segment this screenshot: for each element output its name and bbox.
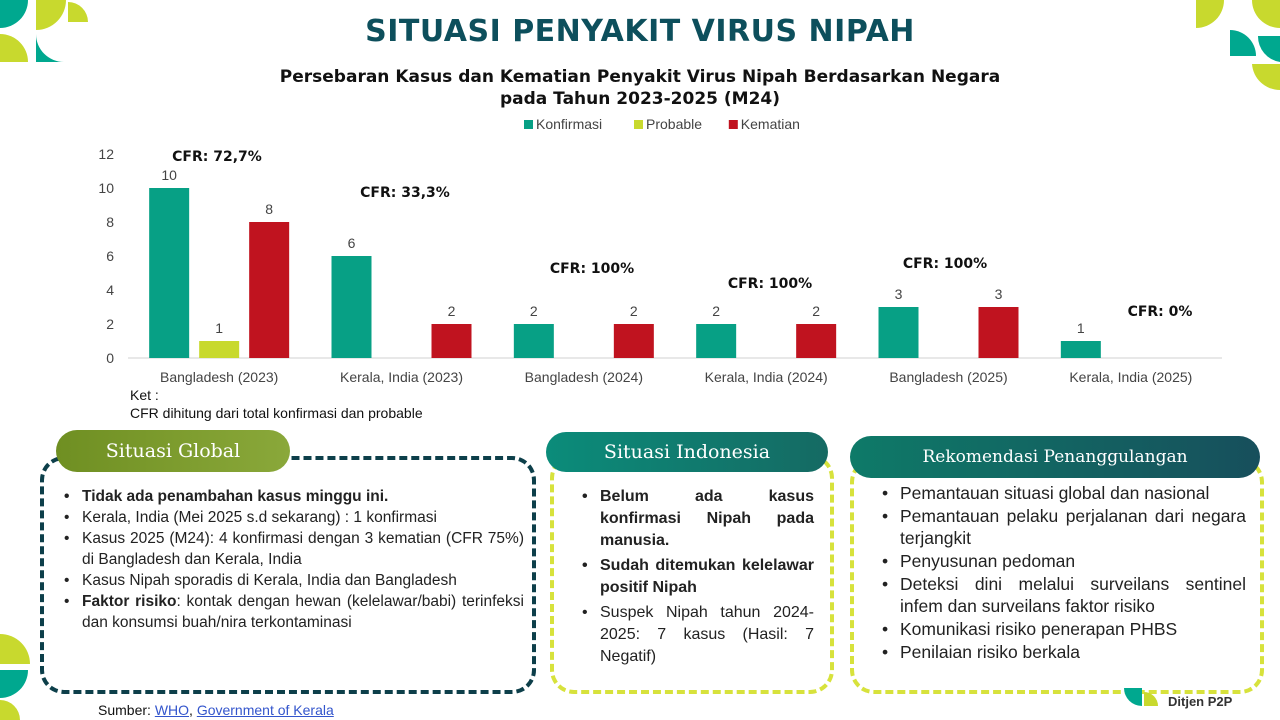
recommendation-item-6: Penilaian risiko berkala [878,641,1246,663]
bar-konfirmasi [513,324,554,358]
recommendation-list: Pemantauan situasi global dan nasional P… [878,482,1246,664]
data-label-kematian: 3 [995,286,1003,302]
page-title: SITUASI PENYAKIT VIRUS NIPAH [365,14,915,49]
recommendation-header: Rekomendasi Penanggulangan [850,436,1260,478]
data-label-konfirmasi: 10 [161,167,177,183]
data-label-kematian: 2 [630,303,638,319]
y-tick-label: 8 [106,214,114,230]
x-tick-label: Kerala, India (2024) [705,369,828,385]
x-tick-label: Kerala, India (2025) [1069,369,1192,385]
legend-swatch-probable [634,120,643,129]
bar-konfirmasi [1060,341,1101,358]
legend-label-probable: Probable [646,116,702,132]
y-tick-label: 4 [106,282,114,298]
global-item-1: Tidak ada penambahan kasus minggu ini. [60,486,524,507]
legend-label-konfirmasi: Konfirmasi [536,116,602,132]
cfr-annotation: CFR: 72,7% [172,149,262,165]
bar-konfirmasi [696,324,737,358]
global-situation-header: Situasi Global [56,430,290,472]
source-note: Sumber: WHO, Government of Kerala [98,702,334,718]
data-label-konfirmasi: 2 [530,303,538,319]
recommendation-item-1: Pemantauan situasi global dan nasional [878,482,1246,504]
legend-swatch-kematian [728,120,738,129]
cfr-annotation: CFR: 100% [728,276,812,292]
corner-decoration-top-right [1196,0,1280,90]
bar-kematian [249,222,290,358]
legend-label-kematian: Kematian [741,116,800,132]
global-item-5: Faktor risiko: kontak dengan hewan (kele… [60,591,524,633]
source-label: Sumber: [98,702,151,718]
y-tick-label: 10 [98,180,114,196]
bar-konfirmasi [149,188,190,358]
bar-kematian [431,324,472,358]
corner-decoration-top-left [0,0,88,62]
x-tick-label: Bangladesh (2023) [160,369,278,385]
y-tick-label: 0 [106,350,114,366]
legend-swatch-konfirmasi [524,120,533,129]
source-separator: , [189,702,193,718]
recommendation-item-2: Pemantauan pelaku perjalanan dari negara… [878,505,1246,549]
data-label-kematian: 2 [448,303,456,319]
indonesia-situation-header: Situasi Indonesia [546,432,828,472]
chart-subtitle-line-2: pada Tahun 2023-2025 (M24) [499,89,781,109]
cfr-annotation: CFR: 0% [1128,304,1193,320]
data-label-kematian: 2 [812,303,820,319]
x-tick-label: Kerala, India (2023) [340,369,463,385]
brand-logo: Ditjen P2P [1168,694,1233,709]
global-situation-list: Tidak ada penambahan kasus minggu ini. K… [60,486,524,633]
global-item-2: Kerala, India (Mei 2025 s.d sekarang) : … [60,507,524,528]
data-label-probable: 1 [215,320,223,336]
bar-kematian [796,324,837,358]
chart-note-text: CFR dihitung dari total konfirmasi dan p… [130,405,423,421]
cfr-annotation: CFR: 33,3% [360,185,450,201]
chart-subtitle: Persebaran Kasus dan Kematian Penyakit V… [240,66,1040,110]
recommendation-item-4: Deteksi dini melalui surveilans sentinel… [878,573,1246,617]
indonesia-situation-list: Belum ada kasus konfirmasi Nipah pada ma… [578,486,814,671]
y-tick-label: 12 [98,146,114,162]
data-label-kematian: 8 [265,201,273,217]
global-item-3: Kasus 2025 (M24): 4 konfirmasi dengan 3 … [60,528,524,570]
y-tick-label: 2 [106,316,114,332]
recommendation-item-3: Penyusunan pedoman [878,550,1246,572]
y-tick-label: 6 [106,248,114,264]
x-tick-label: Bangladesh (2024) [525,369,643,385]
corner-decoration-bottom-left [0,634,30,720]
data-label-konfirmasi: 6 [348,235,356,251]
x-tick-label: Bangladesh (2025) [889,369,1007,385]
chart-note-label: Ket : [130,387,159,403]
data-label-konfirmasi: 2 [712,303,720,319]
bar-kematian [978,307,1019,358]
source-link-who[interactable]: WHO [154,702,190,718]
indonesia-item-1: Belum ada kasus konfirmasi Nipah pada ma… [578,486,814,552]
global-item-4: Kasus Nipah sporadis di Kerala, India da… [60,570,524,591]
source-link-kerala[interactable]: Government of Kerala [196,702,334,718]
cfr-annotation: CFR: 100% [903,256,987,272]
data-label-konfirmasi: 1 [1077,320,1085,336]
bar-konfirmasi [331,256,372,358]
chart-note: Ket : CFR dihitung dari total konfirmasi… [130,386,423,422]
bar-konfirmasi [878,307,919,358]
data-label-konfirmasi: 3 [895,286,903,302]
indonesia-item-2: Sudah ditemukan kelelawar positif Nipah [578,555,814,599]
logo-mark-icon [1124,688,1158,706]
bar-probable [199,341,240,358]
cfr-annotation: CFR: 100% [550,261,634,277]
indonesia-item-3: Suspek Nipah tahun 2024-2025: 7 kasus (H… [578,602,814,668]
chart-subtitle-line-1: Persebaran Kasus dan Kematian Penyakit V… [279,67,1001,87]
recommendation-item-5: Komunikasi risiko penerapan PHBS [878,618,1246,640]
bar-kematian [613,324,654,358]
